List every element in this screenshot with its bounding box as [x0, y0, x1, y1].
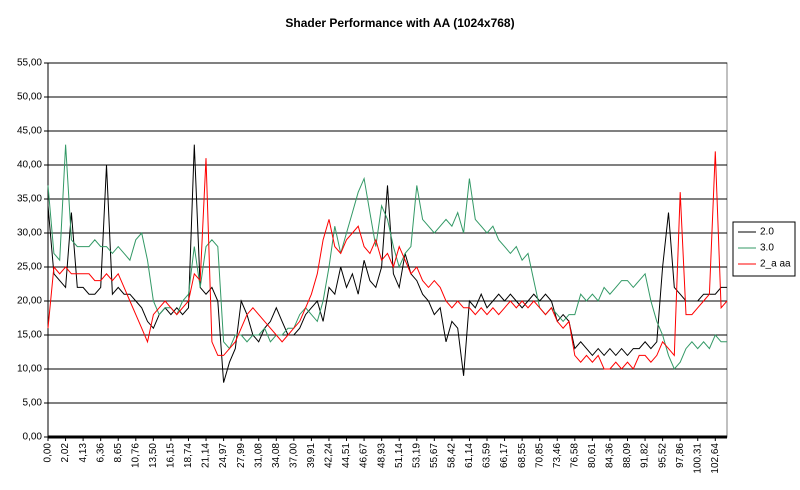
plot-area	[47, 62, 728, 438]
x-tick-label: 42,24	[324, 443, 335, 468]
x-tick-label: 13,50	[148, 443, 159, 468]
y-tick-label: 50,00	[17, 92, 42, 103]
x-tick-label: 24,97	[218, 443, 229, 468]
x-tick-label: 34,08	[271, 443, 282, 468]
x-tick-label: 88,09	[622, 443, 633, 468]
x-tick-label: 39,91	[306, 443, 317, 468]
x-tick-label: 16,15	[166, 443, 177, 468]
x-tick-label: 31,08	[253, 443, 264, 468]
x-tick-label: 48,93	[376, 443, 387, 468]
legend-label: 2_a aa	[760, 259, 791, 270]
y-tick-label: 45,00	[17, 126, 42, 137]
x-tick-label: 8,65	[113, 443, 124, 463]
x-tick-label: 2,02	[60, 443, 71, 463]
x-tick-label: 21,14	[201, 443, 212, 468]
x-tick-label: 0,00	[43, 443, 54, 463]
x-tick-label: 58,42	[447, 443, 458, 468]
x-tick-label: 4,13	[78, 443, 89, 463]
y-tick-label: 40,00	[17, 160, 42, 171]
x-tick-label: 100,31	[692, 443, 703, 474]
x-tick-label: 18,74	[183, 443, 194, 468]
y-tick-label: 10,00	[17, 364, 42, 375]
x-tick-label: 91,82	[640, 443, 651, 468]
x-tick-label: 44,51	[341, 443, 352, 468]
y-tick-label: 35,00	[17, 194, 42, 205]
x-tick-label: 61,14	[464, 443, 475, 468]
y-tick-label: 30,00	[17, 228, 42, 239]
x-tick-label: 53,19	[411, 443, 422, 468]
y-tick-label: 0,00	[23, 432, 43, 443]
x-tick-label: 46,67	[359, 443, 370, 468]
x-tick-label: 66,17	[499, 443, 510, 468]
x-tick-label: 63,59	[482, 443, 493, 468]
x-tick-label: 102,64	[710, 443, 721, 474]
chart-title: Shader Performance with AA (1024x768)	[285, 16, 514, 30]
x-tick-label: 97,86	[675, 443, 686, 468]
x-tick-label: 68,55	[517, 443, 528, 468]
x-tick-label: 76,58	[569, 443, 580, 468]
x-tick-label: 95,52	[657, 443, 668, 468]
x-tick-label: 6,36	[95, 443, 106, 463]
x-tick-label: 55,67	[429, 443, 440, 468]
x-tick-label: 10,76	[130, 443, 141, 468]
legend-label: 3.0	[760, 243, 774, 254]
y-tick-label: 25,00	[17, 262, 42, 273]
x-tick-label: 73,46	[552, 443, 563, 468]
x-tick-label: 70,85	[534, 443, 545, 468]
y-tick-label: 15,00	[17, 330, 42, 341]
series-line	[47, 151, 728, 370]
y-tick-label: 55,00	[17, 58, 42, 69]
y-tick-label: 5,00	[23, 398, 43, 409]
legend-label: 2.0	[760, 227, 774, 238]
x-tick-label: 80,61	[587, 443, 598, 468]
x-tick-label: 51,14	[394, 443, 405, 468]
y-tick-label: 20,00	[17, 296, 42, 307]
x-tick-label: 37,00	[288, 443, 299, 468]
legend-box	[732, 221, 796, 277]
series-line	[47, 144, 727, 370]
x-tick-label: 84,36	[605, 443, 616, 468]
x-tick-label: 27,99	[236, 443, 247, 468]
